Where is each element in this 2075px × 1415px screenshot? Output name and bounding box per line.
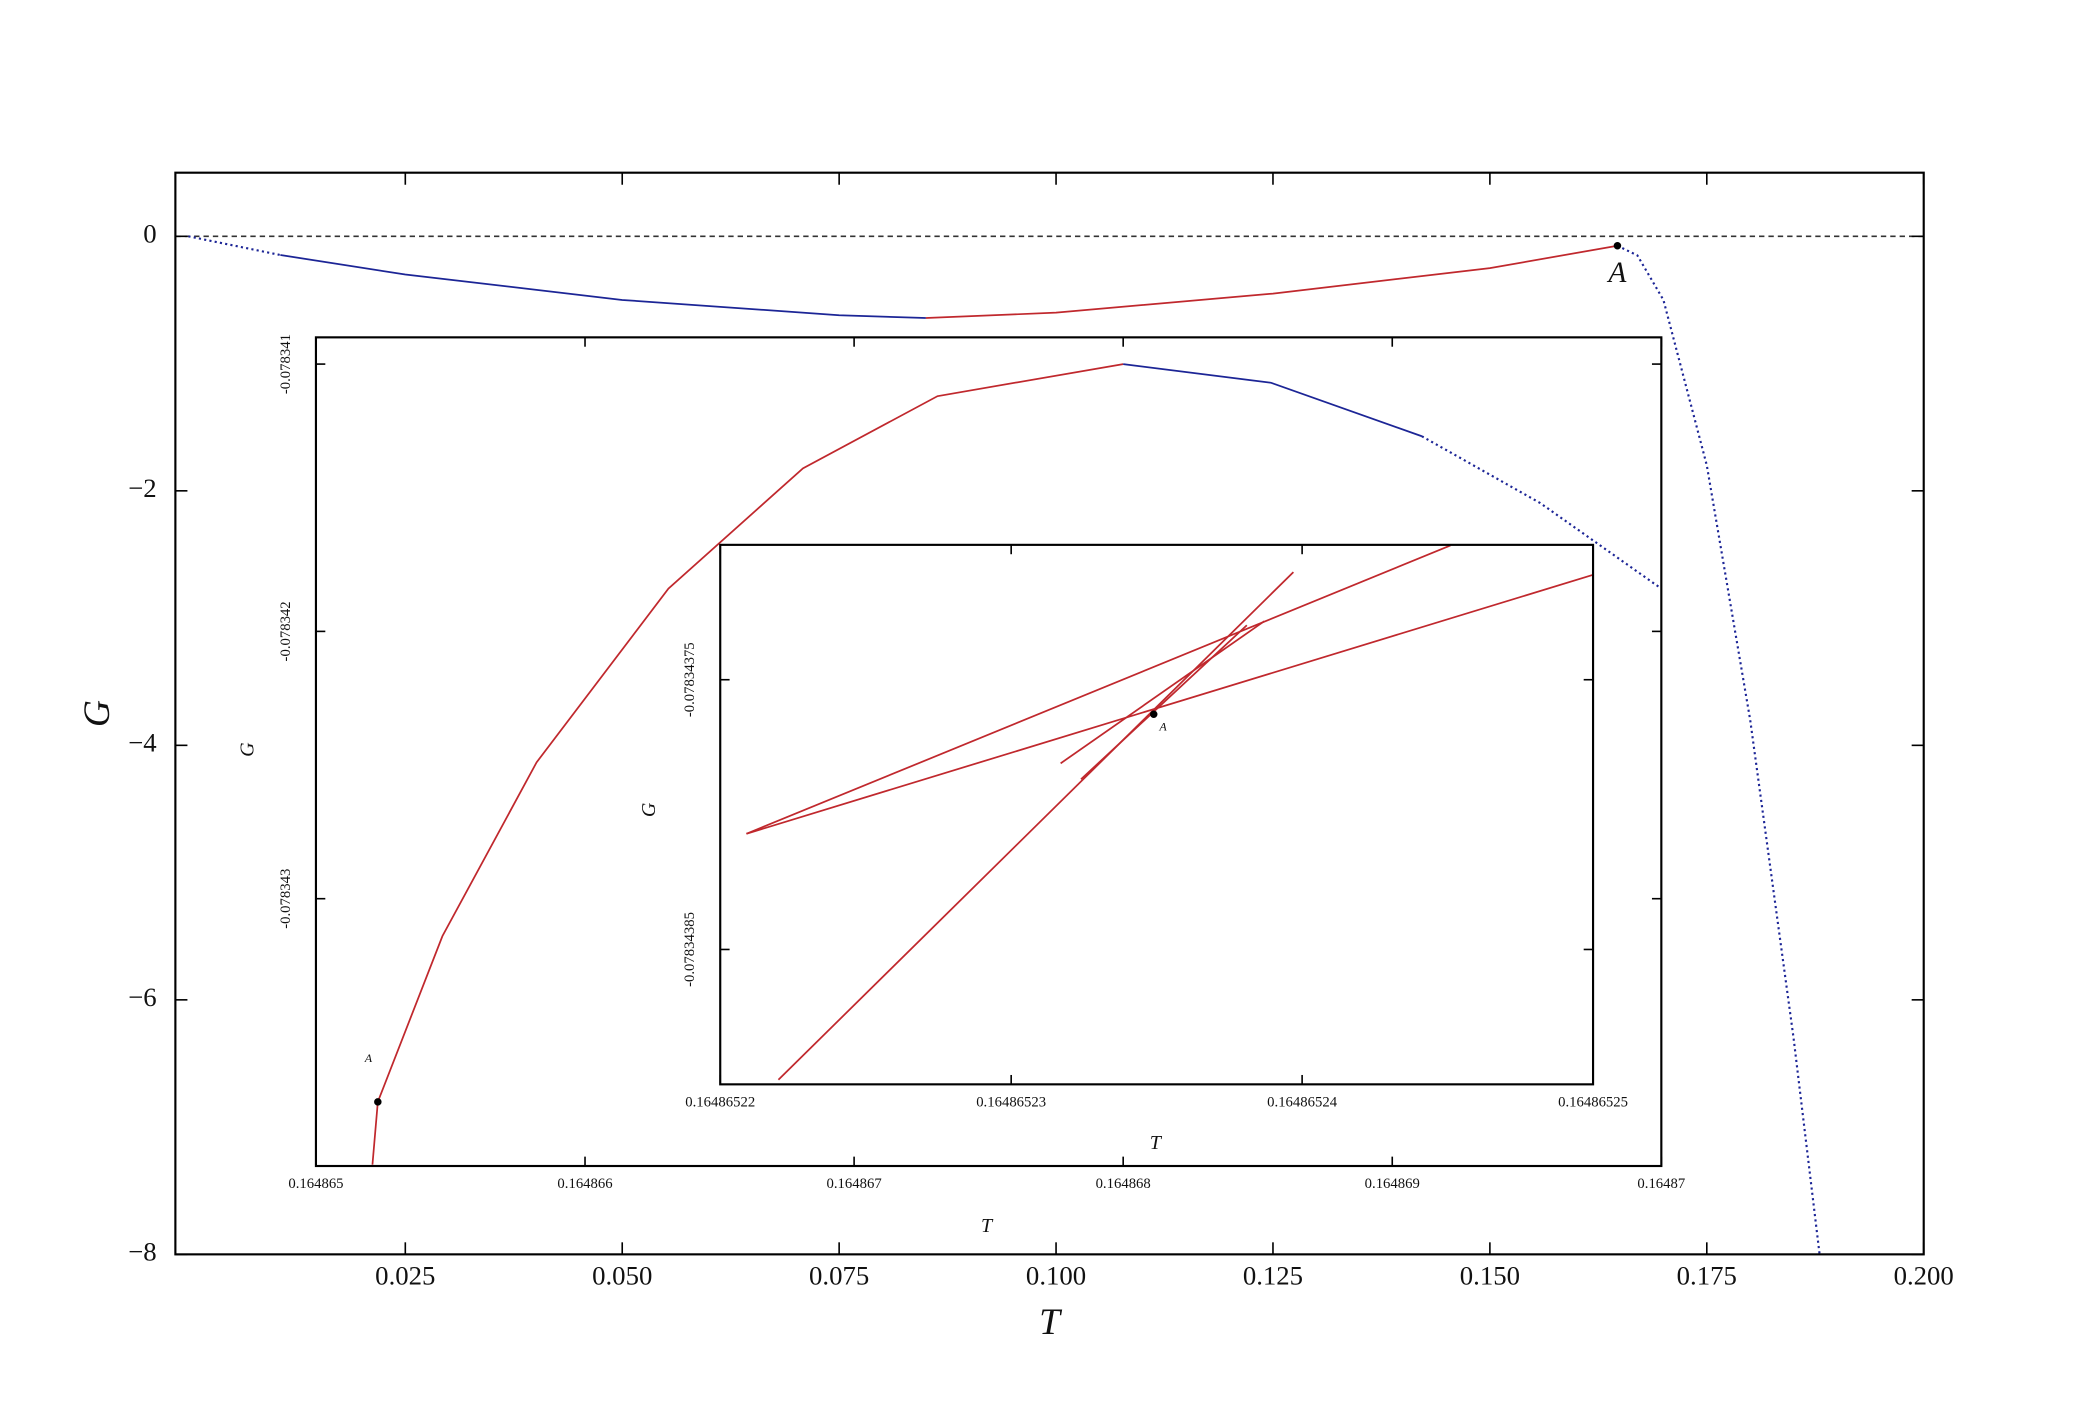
x-tick-label: 0.200 — [1894, 1261, 1954, 1291]
x-tick-label: 0.025 — [375, 1261, 435, 1291]
x-tick-label: 0.16486524 — [1267, 1094, 1338, 1110]
x-tick-label: 0.16486523 — [976, 1094, 1046, 1110]
curve — [1080, 624, 1248, 780]
x-tick-label: 0.150 — [1460, 1261, 1520, 1291]
x-tick-label: 0.164869 — [1365, 1176, 1420, 1192]
x-tick-label: 0.16486522 — [685, 1094, 755, 1110]
curve — [1060, 620, 1265, 765]
point-label: A — [1158, 719, 1167, 733]
y-tick-label: −8 — [128, 1236, 156, 1266]
curve — [925, 244, 1618, 319]
curve — [1123, 363, 1423, 438]
curve — [280, 254, 926, 319]
x-axis-label: T — [1150, 1132, 1163, 1154]
x-tick-label: 0.16486525 — [1558, 1094, 1628, 1110]
plot-area — [175, 235, 1924, 1255]
plot-area — [746, 544, 1594, 1081]
y-tick-label: -0.078342 — [278, 601, 294, 661]
y-tick-label: −2 — [128, 473, 156, 503]
y-tick-label: -0.07834375 — [682, 642, 698, 717]
point-marker — [1149, 710, 1158, 718]
x-tick-label: 0.164868 — [1096, 1176, 1151, 1192]
x-tick-label: 0.164865 — [288, 1176, 343, 1192]
curve — [1421, 435, 1662, 590]
x-tick-label: 0.075 — [809, 1261, 869, 1291]
curve — [1616, 244, 1821, 1255]
x-tick-label: 0.175 — [1677, 1261, 1737, 1291]
x-tick-label: 0.100 — [1026, 1261, 1086, 1291]
y-tick-label: −6 — [128, 982, 156, 1012]
y-tick-label: -0.07834385 — [682, 912, 698, 987]
curve — [746, 573, 1594, 835]
plot-frame — [719, 543, 1595, 1086]
point-marker — [1613, 241, 1622, 250]
y-tick-label: 0 — [143, 218, 156, 248]
y-axis-label: G — [638, 802, 660, 817]
point-label: A — [1606, 257, 1627, 289]
x-tick-label: 0.050 — [592, 1261, 652, 1291]
y-tick-label: -0.078343 — [278, 869, 294, 929]
curve — [371, 363, 1124, 1165]
x-tick-label: 0.16487 — [1637, 1176, 1685, 1192]
x-tick-label: 0.164866 — [557, 1176, 612, 1192]
curve — [746, 544, 1451, 835]
x-tick-label: 0.164867 — [826, 1176, 881, 1192]
plot-area — [371, 363, 1662, 1165]
y-axis-label: G — [77, 700, 118, 727]
y-tick-label: −4 — [128, 727, 156, 757]
y-tick-label: -0.078341 — [278, 334, 294, 394]
plot-frame — [174, 171, 1925, 1256]
chart-2: A 0.16486522 0.16486523 0.16486524 0.1648652… — [638, 543, 1628, 1154]
plot-frame — [314, 336, 1663, 1168]
x-tick-label: 0.125 — [1243, 1261, 1303, 1291]
point-label: A — [364, 1051, 373, 1065]
x-axis-label: T — [1039, 1302, 1063, 1343]
plot-background — [720, 544, 1594, 1085]
x-axis-label: T — [981, 1215, 994, 1237]
y-axis-label: G — [237, 742, 259, 757]
curve — [777, 571, 1295, 1081]
point-marker — [374, 1098, 382, 1106]
